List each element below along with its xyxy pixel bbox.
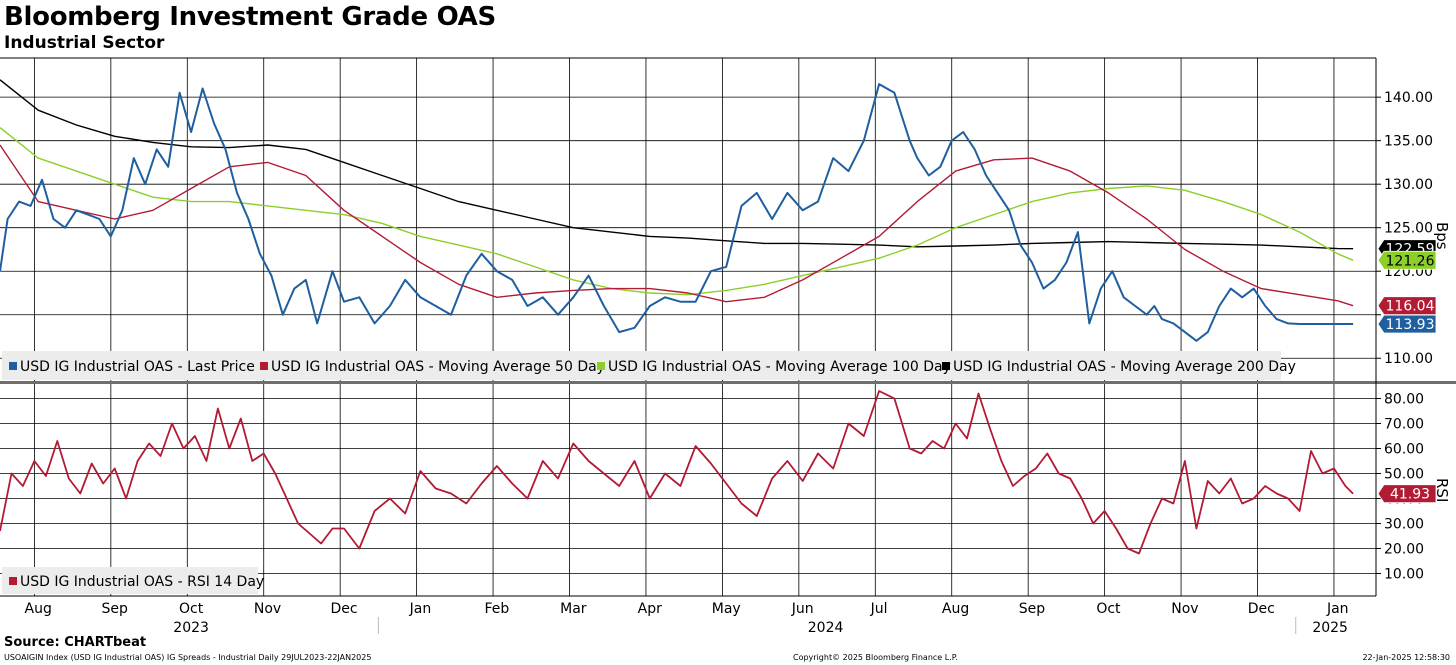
legend-label: USD IG Industrial OAS - Last Price bbox=[20, 359, 255, 375]
bottom-y-axis-label: RSI bbox=[1433, 478, 1451, 502]
legend-label: USD IG Industrial OAS - Moving Average 5… bbox=[271, 359, 605, 375]
month-tick-label: Oct bbox=[179, 601, 204, 617]
bottom-y-tick-label: 80.00 bbox=[1384, 392, 1424, 408]
top-y-axis-label: Bps bbox=[1433, 222, 1451, 250]
rsi-last-value-tag-text: 41.93 bbox=[1390, 487, 1430, 503]
top-panel-grid bbox=[0, 96, 1376, 359]
bottom-y-tick-label: 60.00 bbox=[1384, 442, 1424, 458]
month-tick-label: Jan bbox=[409, 601, 432, 617]
footer-copyright: Copyright© 2025 Bloomberg Finance L.P. bbox=[793, 653, 958, 662]
rsi-last-value-tag-shape bbox=[1377, 484, 1437, 504]
legend-swatch bbox=[9, 577, 17, 585]
top-y-tick-label: 140.00 bbox=[1384, 90, 1433, 106]
top-y-tick-label: 135.00 bbox=[1384, 134, 1433, 150]
bottom-y-tick-label: 10.00 bbox=[1384, 567, 1424, 583]
series-ma100-line bbox=[0, 127, 1354, 296]
series-last-price-line bbox=[0, 83, 1354, 342]
legend-swatch bbox=[942, 362, 950, 370]
month-tick-label: Dec bbox=[330, 601, 357, 617]
footer-index-description: USOAIGIN Index (USD IG Industrial OAS) I… bbox=[4, 653, 372, 662]
ma50-last-value-tag-text: 116.04 bbox=[1386, 299, 1435, 315]
top-legend: USD IG Industrial OAS - Last Price USD IG… bbox=[2, 351, 1296, 380]
year-tick-label: 2023 bbox=[173, 620, 209, 636]
top-y-tick-label: 125.00 bbox=[1384, 221, 1433, 237]
legend-label: USD IG Industrial OAS - RSI 14 Day bbox=[20, 574, 264, 590]
month-tick-label: Mar bbox=[560, 601, 587, 617]
legend-swatch bbox=[260, 362, 268, 370]
last-price-value-tag-text: 113.93 bbox=[1386, 317, 1435, 333]
legend-swatch bbox=[9, 362, 17, 370]
bottom-y-tick-label: 50.00 bbox=[1384, 467, 1424, 483]
month-tick-label: Apr bbox=[638, 601, 662, 617]
panel-separator bbox=[0, 381, 1456, 384]
year-tick-label: 2025 bbox=[1312, 620, 1348, 636]
bottom-y-tick-label: 20.00 bbox=[1384, 542, 1424, 558]
bottom-y-tick-label: 30.00 bbox=[1384, 517, 1424, 533]
month-tick-label: Aug bbox=[25, 601, 52, 617]
month-tick-label: Jun bbox=[791, 601, 814, 617]
bottom-panel-series bbox=[0, 390, 1354, 555]
series-ma200-line bbox=[0, 79, 1354, 250]
ma100-last-value-tag-shape bbox=[1377, 250, 1437, 270]
bottom-y-tick-label: 70.00 bbox=[1384, 417, 1424, 433]
month-tick-label: Nov bbox=[1171, 601, 1198, 617]
month-tick-label: Sep bbox=[101, 601, 128, 617]
bottom-panel-grid bbox=[0, 398, 1376, 574]
month-tick-label: Aug bbox=[942, 601, 969, 617]
chart-title: Bloomberg Investment Grade OAS bbox=[4, 2, 496, 32]
ma100-last-value-tag-text: 121.26 bbox=[1386, 253, 1435, 269]
ma50-last-value-tag: 116.04 bbox=[1377, 296, 1437, 316]
month-tick-label: Feb bbox=[484, 601, 509, 617]
ma50-last-value-tag-shape bbox=[1377, 296, 1437, 316]
month-tick-label: May bbox=[712, 601, 741, 617]
last-price-value-tag: 113.93 bbox=[1377, 314, 1437, 334]
source-note: Source: CHARTbeat bbox=[4, 635, 147, 650]
top-y-tick-label: 110.00 bbox=[1384, 351, 1433, 367]
series-rsi-line bbox=[0, 390, 1354, 555]
top-panel-series bbox=[0, 79, 1354, 342]
rsi-last-value-tag: 41.93 bbox=[1377, 484, 1437, 504]
bottom-legend-background bbox=[2, 567, 258, 594]
footer-timestamp: 22-Jan-2025 12:58:30 bbox=[1362, 653, 1450, 662]
month-tick-label: Sep bbox=[1019, 601, 1046, 617]
month-gridlines bbox=[34, 58, 1335, 596]
top-y-tick-label: 130.00 bbox=[1384, 177, 1433, 193]
last-price-value-tag-shape bbox=[1377, 314, 1437, 334]
year-tick-label: 2024 bbox=[808, 620, 844, 636]
legend-label: USD IG Industrial OAS - Moving Average 1… bbox=[608, 359, 951, 375]
month-tick-label: Oct bbox=[1096, 601, 1121, 617]
legend-swatch bbox=[597, 362, 605, 370]
legend-label: USD IG Industrial OAS - Moving Average 2… bbox=[953, 359, 1296, 375]
x-axis: Aug Sep Oct Nov Dec Jan Feb Mar Apr May Jun Jul Aug S… bbox=[25, 601, 1349, 636]
series-ma50-line bbox=[0, 144, 1354, 307]
month-tick-label: Jul bbox=[870, 601, 888, 617]
top-legend-background bbox=[2, 351, 1281, 380]
month-tick-label: Nov bbox=[254, 601, 281, 617]
month-tick-label: Jan bbox=[1326, 601, 1349, 617]
bottom-legend: USD IG Industrial OAS - RSI 14 Day bbox=[2, 567, 264, 594]
ma100-last-value-tag: 121.26 bbox=[1377, 250, 1437, 270]
chart-subtitle: Industrial Sector bbox=[4, 33, 165, 53]
month-tick-label: Dec bbox=[1248, 601, 1275, 617]
